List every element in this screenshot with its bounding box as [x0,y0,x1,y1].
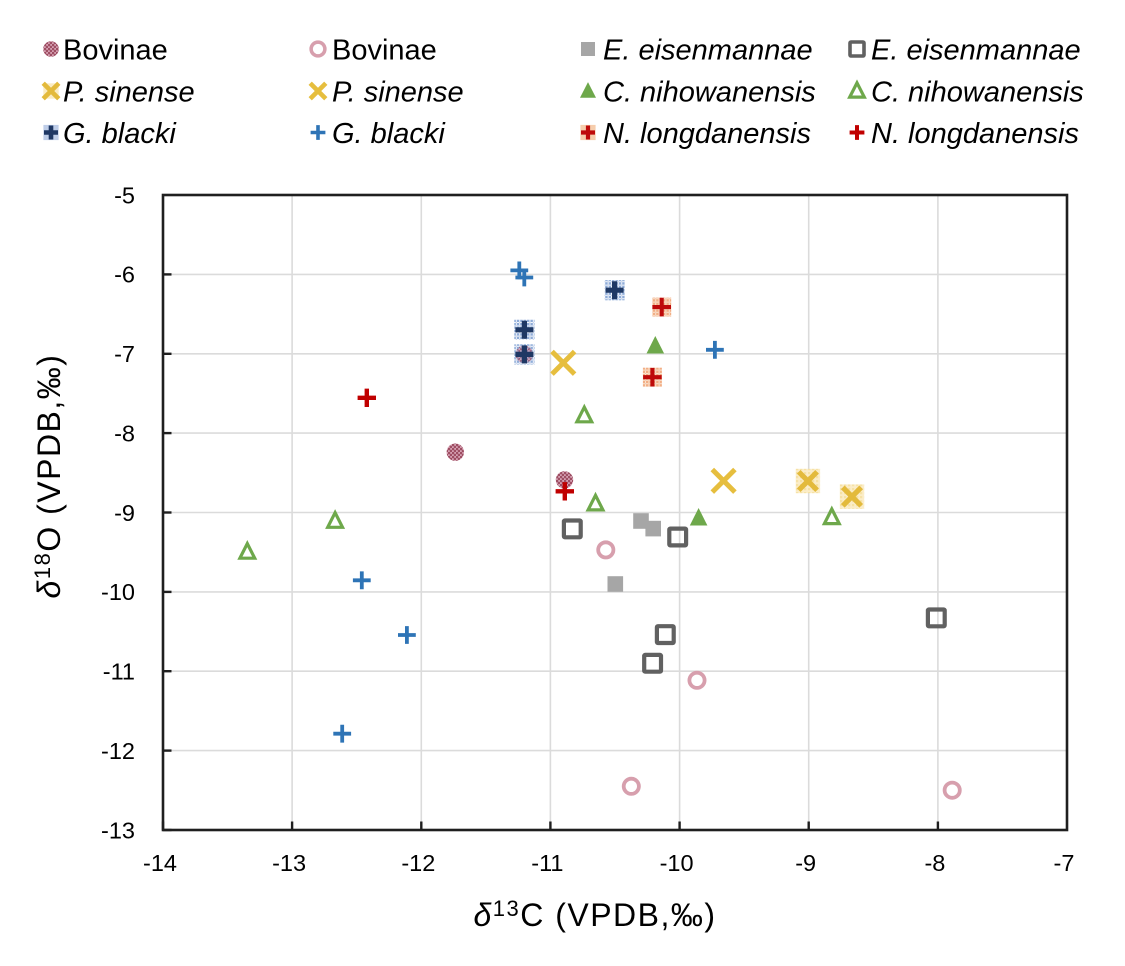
svg-text:N. longdanensis: N. longdanensis [871,118,1079,150]
svg-text:G. blacki: G. blacki [332,118,446,150]
svg-text:C. nihowanensis: C. nihowanensis [603,76,816,108]
svg-text:-7: -7 [1054,850,1075,876]
svg-text:-9: -9 [114,500,135,526]
svg-text:-13: -13 [272,850,306,876]
svg-text:-11: -11 [103,659,135,685]
svg-text:-7: -7 [114,341,135,367]
svg-text:P. sinense: P. sinense [63,76,195,108]
svg-text:-10: -10 [660,850,694,876]
svg-text:E. eisenmannae: E. eisenmannae [871,34,1081,66]
svg-text:C. nihowanensis: C. nihowanensis [871,76,1084,108]
svg-text:E. eisenmannae: E. eisenmannae [603,34,813,66]
svg-text:Bovinae: Bovinae [332,34,437,66]
svg-text:-11: -11 [531,850,563,876]
svg-text:N. longdanensis: N. longdanensis [603,118,811,150]
svg-text:-8: -8 [114,420,135,446]
svg-text:-12: -12 [101,738,135,764]
svg-text:P. sinense: P. sinense [332,76,464,108]
svg-text:-5: -5 [114,182,135,208]
svg-text:-8: -8 [924,850,945,876]
svg-text:-13: -13 [101,817,135,843]
svg-text:-9: -9 [795,850,816,876]
svg-text:-14: -14 [143,850,177,876]
svg-text:-6: -6 [114,262,135,288]
svg-text:Bovinae: Bovinae [63,34,168,66]
svg-text:-12: -12 [401,850,435,876]
svg-text:-10: -10 [101,579,135,605]
svg-text:δ18O (VPDB,‰): δ18O (VPDB,‰) [30,354,67,599]
svg-text:δ13C (VPDB,‰): δ13C (VPDB,‰) [473,896,716,933]
svg-text:G. blacki: G. blacki [63,118,177,150]
